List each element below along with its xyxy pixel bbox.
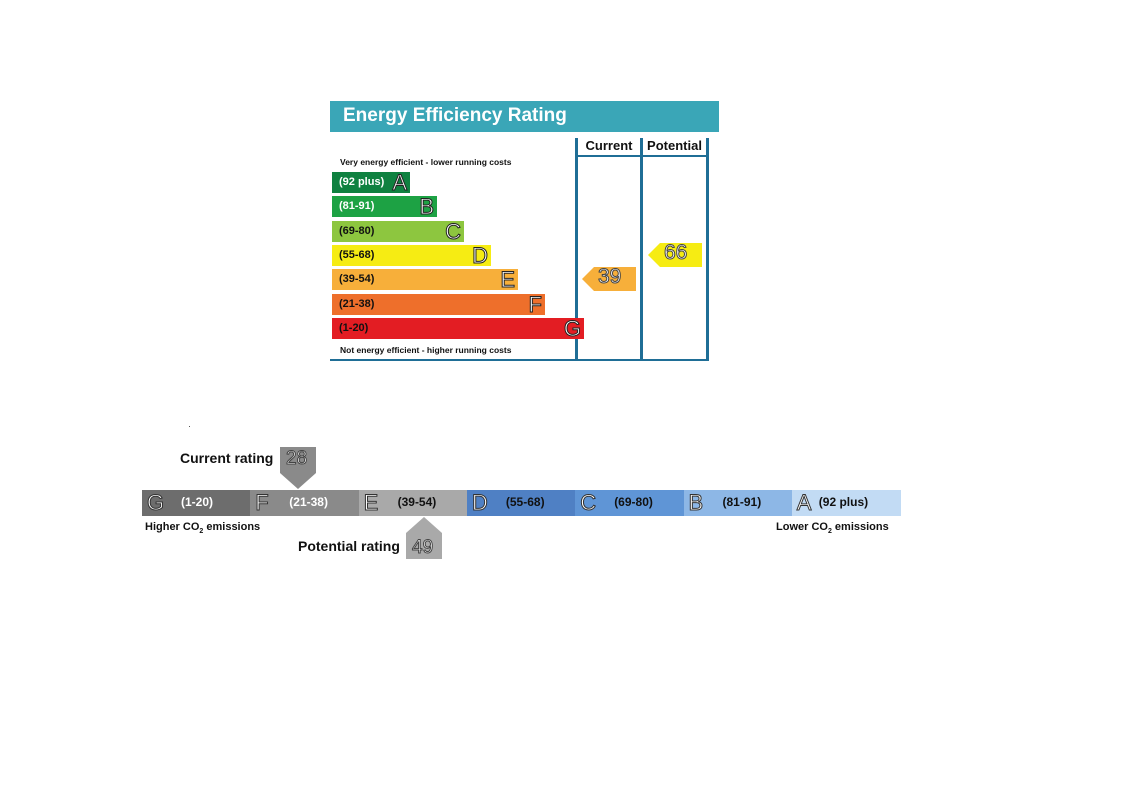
band-letter-f: F	[528, 291, 542, 317]
co2-letter-d: D	[471, 490, 488, 516]
band-letter-c: C	[445, 218, 462, 244]
potential-column-right-line	[706, 138, 709, 360]
stray-dot	[189, 426, 190, 427]
lower-co2-label: Lower CO2 emissions	[776, 521, 889, 536]
title-bar: Energy Efficiency Rating	[330, 101, 719, 132]
co2-letter-e: E	[363, 490, 379, 516]
band-letter-a: A	[392, 170, 408, 196]
co2-range-f: (21-38)	[289, 495, 328, 509]
co2-segment-e: E (39-54)	[358, 490, 468, 516]
co2-range-a: (92 plus)	[818, 495, 869, 509]
co2-letter-a: A	[796, 490, 812, 516]
co2-segment-c: C (69-80)	[575, 490, 684, 516]
current-rating-value: 39	[597, 265, 622, 289]
potential-rating-marker: 49	[406, 517, 442, 564]
bottom-line	[330, 359, 709, 361]
potential-rating-arrow: 66	[648, 240, 702, 272]
band-range-a: (92 plus)	[339, 176, 385, 188]
co2-range-g: (1-20)	[181, 495, 214, 509]
potential-rating-value: 49	[411, 537, 434, 559]
band-range-e: (39-54)	[339, 273, 375, 286]
chart-title: Energy Efficiency Rating	[343, 105, 567, 126]
co2-segment-d: D (55-68)	[466, 490, 576, 516]
band-b: (81-91) B	[332, 194, 437, 220]
band-letter-g: G	[563, 315, 581, 341]
current-rating-label: Current rating	[180, 450, 274, 466]
column-header-current: Current	[585, 138, 633, 153]
band-range-f: (21-38)	[339, 297, 375, 310]
band-range-b: (81-91)	[339, 200, 375, 213]
current-rating-value: 28	[285, 448, 308, 470]
co2-segment-b: B (81-91)	[683, 490, 793, 516]
co2-letter-c: C	[580, 490, 597, 516]
co2-segment-g: G (1-20)	[142, 490, 251, 516]
co2-segment-f: F (21-38)	[250, 490, 360, 516]
bottom-note: Not energy efficient - higher running co…	[340, 345, 512, 355]
band-d: (55-68) D	[332, 242, 491, 268]
band-letter-e: E	[500, 267, 516, 293]
band-g: (1-20) G	[332, 315, 584, 341]
band-letter-d: D	[472, 242, 489, 268]
current-rating-arrow: 39	[582, 265, 636, 296]
energy-efficiency-chart: Energy Efficiency Rating Current Potenti…	[330, 101, 719, 362]
co2-range-c: (69-80)	[614, 495, 653, 509]
co2-range-d: (55-68)	[505, 495, 545, 509]
band-a: (92 plus) A	[332, 170, 410, 196]
current-rating-pointer	[280, 447, 316, 489]
co2-range-e: (39-54)	[397, 495, 437, 509]
potential-rating-value: 66	[663, 240, 688, 264]
band-c: (69-80) C	[332, 218, 464, 244]
band-f: (21-38) F	[332, 291, 545, 317]
potential-rating-label: Potential rating	[298, 538, 400, 554]
co2-range-b: (81-91)	[722, 495, 762, 509]
band-range-d: (55-68)	[339, 248, 375, 261]
top-note: Very energy efficient - lower running co…	[340, 157, 512, 167]
co2-letter-f: F	[255, 490, 269, 516]
band-letter-b: B	[419, 194, 435, 220]
current-column-left-line	[575, 138, 578, 360]
current-rating-marker: 28	[280, 447, 316, 494]
column-header-potential: Potential	[647, 138, 702, 153]
co2-letter-g: G	[146, 490, 165, 516]
band-range-g: (1-20)	[339, 321, 369, 334]
higher-co2-label: Higher CO2 emissions	[145, 521, 261, 536]
current-column-right-line	[640, 138, 643, 360]
co2-letter-b: B	[688, 490, 704, 516]
potential-rating-pointer	[406, 517, 442, 559]
co2-segment-a: A (92 plus)	[791, 490, 901, 516]
header-underline	[575, 155, 709, 157]
band-e: (39-54) E	[332, 267, 518, 293]
band-range-c: (69-80)	[339, 224, 375, 237]
